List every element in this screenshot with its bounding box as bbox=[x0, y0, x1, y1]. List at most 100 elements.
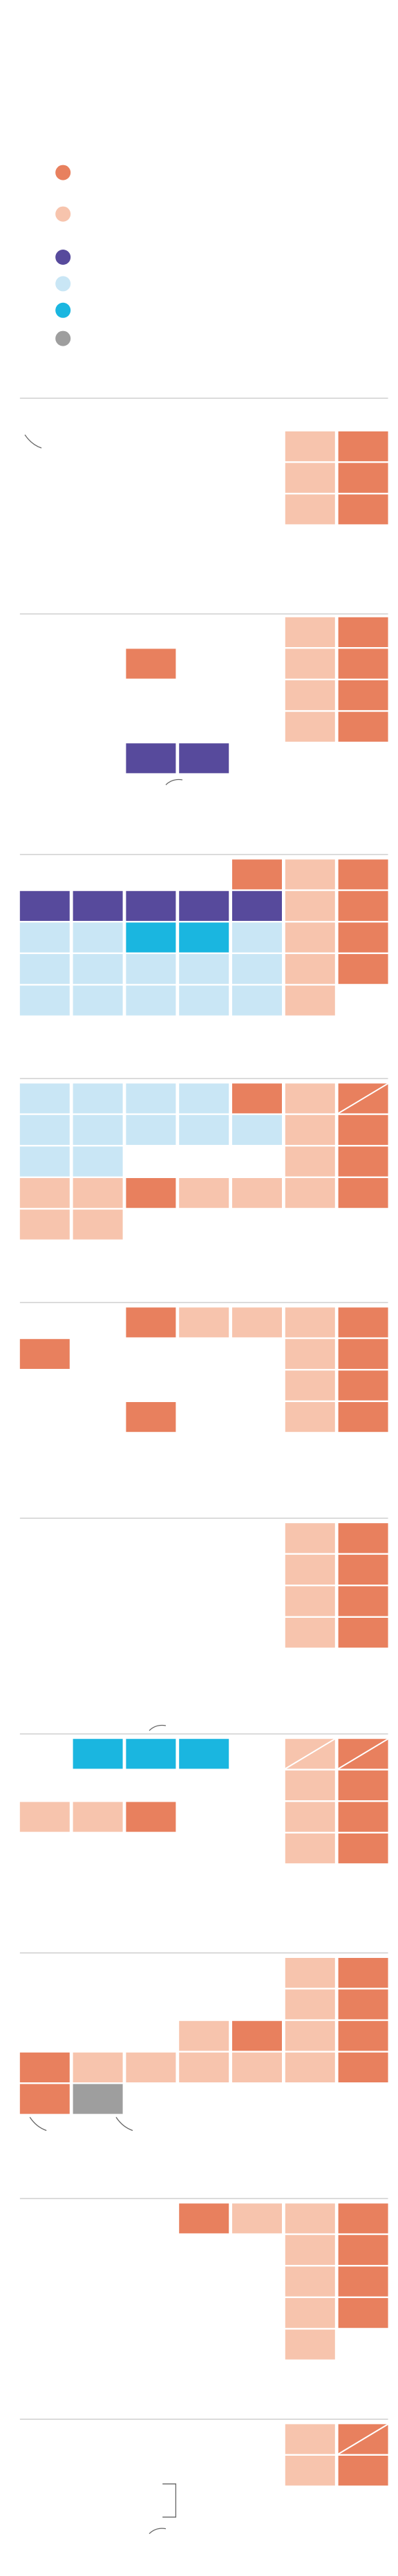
grid-cell bbox=[285, 1833, 335, 1864]
grid-cell bbox=[285, 890, 335, 921]
grid-cell bbox=[285, 494, 335, 525]
grid-cell bbox=[19, 1146, 70, 1177]
grid-cell bbox=[285, 2052, 335, 2082]
grid-cell bbox=[285, 2298, 335, 2328]
grid-cell bbox=[73, 1083, 123, 1114]
grid-cell bbox=[285, 711, 335, 742]
grid-cell bbox=[232, 2203, 282, 2234]
grid-cell bbox=[338, 463, 388, 493]
grid-cell bbox=[338, 1402, 388, 1432]
grid-cell bbox=[285, 431, 335, 462]
grid-cell bbox=[285, 1083, 335, 1114]
grid-cell bbox=[338, 2052, 388, 2082]
grid-cell bbox=[73, 1739, 123, 1769]
grid-cell bbox=[285, 1114, 335, 1145]
grid-cell bbox=[338, 2266, 388, 2297]
grid-cell bbox=[338, 2456, 388, 2486]
grid-cell bbox=[73, 1209, 123, 1240]
grid-cell bbox=[73, 954, 123, 984]
grid-cell bbox=[338, 431, 388, 462]
grid-cell bbox=[285, 985, 335, 1016]
grid-cell bbox=[285, 2424, 335, 2454]
grid-cell bbox=[285, 617, 335, 647]
grid-cell bbox=[285, 1178, 335, 1208]
legend-dot bbox=[55, 330, 71, 346]
cell-slash bbox=[285, 1738, 336, 1770]
grid-cell bbox=[19, 1802, 70, 1832]
grid-cell bbox=[338, 922, 388, 953]
grid-cell bbox=[179, 2052, 229, 2082]
grid-cell bbox=[126, 1178, 176, 1208]
grid-cell bbox=[232, 922, 282, 953]
grid-cell bbox=[285, 2234, 335, 2265]
grid-cell bbox=[126, 1739, 176, 1769]
grid-cell bbox=[285, 680, 335, 711]
legend-dot bbox=[55, 250, 71, 265]
grid-cell bbox=[338, 1370, 388, 1401]
grid-cell bbox=[285, 1989, 335, 2019]
grid-cell bbox=[285, 1586, 335, 1616]
annotation-arrow bbox=[24, 434, 42, 449]
grid-cell bbox=[126, 1307, 176, 1338]
grid-cell bbox=[232, 985, 282, 1016]
grid-cell bbox=[285, 1554, 335, 1585]
bracket bbox=[162, 2483, 177, 2518]
grid-cell bbox=[285, 1338, 335, 1369]
grid-cell bbox=[285, 2266, 335, 2297]
annotation-arrow bbox=[115, 2117, 133, 2131]
annotation-arrow bbox=[165, 778, 183, 785]
grid-cell bbox=[338, 859, 388, 890]
grid-cell bbox=[73, 2084, 123, 2114]
grid-cell bbox=[232, 2052, 282, 2082]
grid-cell bbox=[179, 2021, 229, 2051]
grid-cell bbox=[285, 1146, 335, 1177]
grid-cell bbox=[179, 1114, 229, 1145]
grid-cell bbox=[19, 1178, 70, 1208]
grid-cell bbox=[285, 2329, 335, 2360]
grid-cell bbox=[338, 1146, 388, 1177]
grid-cell bbox=[285, 2203, 335, 2234]
grid-cell bbox=[73, 985, 123, 1016]
grid-cell bbox=[285, 463, 335, 493]
grid-cell bbox=[126, 890, 176, 921]
grid-cell bbox=[19, 890, 70, 921]
grid-cell bbox=[338, 1523, 388, 1553]
grid-cell bbox=[179, 743, 229, 774]
grid-cell bbox=[19, 922, 70, 953]
grid-cell bbox=[126, 922, 176, 953]
grid-cell bbox=[285, 1523, 335, 1553]
annotation-arrow bbox=[149, 2528, 167, 2535]
grid-cell bbox=[338, 2234, 388, 2265]
grid-cell bbox=[338, 1989, 388, 2019]
grid-cell bbox=[73, 1178, 123, 1208]
grid-cell bbox=[338, 648, 388, 679]
grid-cell bbox=[73, 922, 123, 953]
grid-cell bbox=[285, 2021, 335, 2051]
grid-cell bbox=[338, 711, 388, 742]
grid-cell bbox=[19, 1114, 70, 1145]
grid-cell bbox=[285, 1402, 335, 1432]
grid-cell bbox=[179, 2203, 229, 2234]
grid-cell bbox=[179, 1083, 229, 1114]
grid-cell bbox=[73, 890, 123, 921]
legend-dot bbox=[55, 276, 71, 292]
grid-cell bbox=[338, 1307, 388, 1338]
grid-cell bbox=[338, 2021, 388, 2051]
grid-cell bbox=[338, 1586, 388, 1616]
grid-cell bbox=[285, 922, 335, 953]
grid-cell bbox=[126, 1802, 176, 1832]
grid-cell bbox=[338, 1958, 388, 1988]
grid-cell bbox=[338, 2298, 388, 2328]
grid-cell bbox=[338, 494, 388, 525]
grid-cell bbox=[285, 2456, 335, 2486]
grid-cell bbox=[126, 1114, 176, 1145]
cell-slash bbox=[338, 2423, 389, 2455]
grid-cell bbox=[232, 1114, 282, 1145]
grid-cell bbox=[338, 1178, 388, 1208]
grid-cell bbox=[73, 1146, 123, 1177]
grid-cell bbox=[19, 1209, 70, 1240]
grid-cell bbox=[179, 890, 229, 921]
grid-cell bbox=[338, 680, 388, 711]
